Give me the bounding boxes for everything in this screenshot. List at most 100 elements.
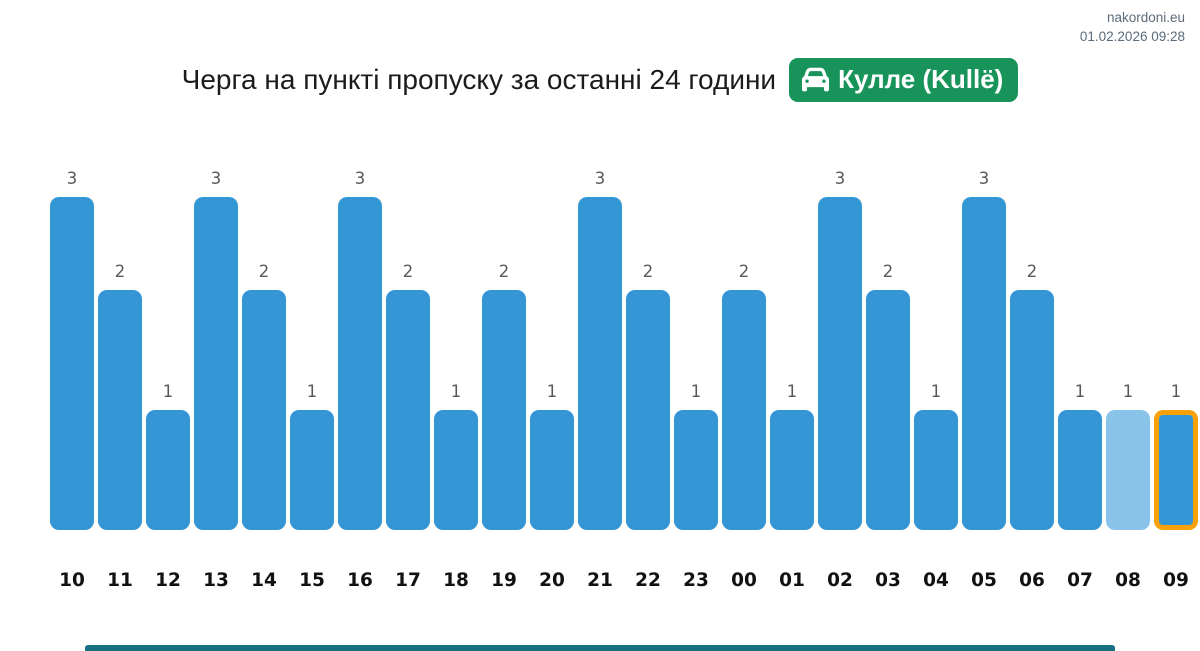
bar-value-label: 3: [210, 169, 222, 188]
chart-title-row: Черга на пункті пропуску за останні 24 г…: [0, 54, 1200, 106]
bar-13[interactable]: [194, 197, 238, 530]
x-axis-label-04: 04: [923, 570, 949, 591]
bar-value-label: 1: [1074, 382, 1086, 401]
bar-slot-17: 2: [384, 170, 432, 530]
bar-12[interactable]: [146, 410, 190, 530]
bar-slot-20: 1: [528, 170, 576, 530]
bar-value-label: 1: [450, 382, 462, 401]
x-axis-labels: 10 11 12 13 14 15 16 17 18 19 20 21 22 23 00 01 02 03 04 05…: [48, 570, 1200, 591]
bar-slot-16: 3: [336, 170, 384, 530]
bar-value-label: 3: [354, 169, 366, 188]
bar-value-label: 3: [66, 169, 78, 188]
x-axis-label-15: 15: [299, 570, 325, 591]
bar-23[interactable]: [674, 410, 718, 530]
bar-21[interactable]: [578, 197, 622, 530]
x-axis-label-20: 20: [539, 570, 565, 591]
checkpoint-badge[interactable]: Кулле (Kullë): [789, 58, 1019, 102]
bar-14[interactable]: [242, 290, 286, 530]
bar-value-label: 3: [594, 169, 606, 188]
bar-value-label: 2: [258, 262, 270, 281]
bar-10[interactable]: [50, 197, 94, 530]
site-info: nakordoni.eu 01.02.2026 09:28: [1080, 8, 1185, 46]
bar-16[interactable]: [338, 197, 382, 530]
x-axis-label-11: 11: [107, 570, 133, 591]
bar-slot-00: 2: [720, 170, 768, 530]
x-axis-label-17: 17: [395, 570, 421, 591]
bar-slot-03: 2: [864, 170, 912, 530]
bar-slot-14: 2: [240, 170, 288, 530]
bar-value-label: 1: [690, 382, 702, 401]
bar-09[interactable]: [1154, 410, 1198, 530]
x-axis-label-09: 09: [1163, 570, 1189, 591]
bar-05[interactable]: [962, 197, 1006, 530]
bar-04[interactable]: [914, 410, 958, 530]
bar-value-label: 2: [402, 262, 414, 281]
bar-slot-18: 1: [432, 170, 480, 530]
car-icon: [802, 66, 830, 93]
bar-03[interactable]: [866, 290, 910, 530]
chart-title: Черга на пункті пропуску за останні 24 г…: [181, 64, 777, 95]
site-name: nakordoni.eu: [1106, 10, 1185, 25]
bar-20[interactable]: [530, 410, 574, 530]
x-axis-label-14: 14: [251, 570, 277, 591]
bar-slot-05: 3: [960, 170, 1008, 530]
bar-17[interactable]: [386, 290, 430, 530]
bar-11[interactable]: [98, 290, 142, 530]
bar-slot-12: 1: [144, 170, 192, 530]
x-axis-label-22: 22: [635, 570, 661, 591]
bar-07[interactable]: [1058, 410, 1102, 530]
x-axis-label-01: 01: [779, 570, 805, 591]
bar-slot-11: 2: [96, 170, 144, 530]
x-axis-label-10: 10: [59, 570, 85, 591]
bar-value-label: 1: [1122, 382, 1134, 401]
bar-value-label: 1: [162, 382, 174, 401]
x-axis-label-00: 00: [731, 570, 757, 591]
bar-19[interactable]: [482, 290, 526, 530]
x-axis-label-18: 18: [443, 570, 469, 591]
bar-value-label: 1: [306, 382, 318, 401]
bar-slot-19: 2: [480, 170, 528, 530]
partially-visible-footer-element: [85, 645, 1115, 651]
bar-value-label: 1: [1170, 382, 1182, 401]
bar-slot-07: 1: [1056, 170, 1104, 530]
bar-value-label: 1: [786, 382, 798, 401]
bar-slot-15: 1: [288, 170, 336, 530]
bar-slot-02: 3: [816, 170, 864, 530]
bar-value-label: 2: [882, 262, 894, 281]
bar-06[interactable]: [1010, 290, 1054, 530]
bar-value-label: 3: [834, 169, 846, 188]
bar-value-label: 2: [1026, 262, 1038, 281]
bar-15[interactable]: [290, 410, 334, 530]
bar-value-label: 1: [546, 382, 558, 401]
bar-slot-21: 3: [576, 170, 624, 530]
bar-01[interactable]: [770, 410, 814, 530]
bar-value-label: 2: [498, 262, 510, 281]
bar-22[interactable]: [626, 290, 670, 530]
bar-00[interactable]: [722, 290, 766, 530]
x-axis-label-03: 03: [875, 570, 901, 591]
bar-slot-10: 3: [48, 170, 96, 530]
x-axis-label-12: 12: [155, 570, 181, 591]
x-axis-label-21: 21: [587, 570, 613, 591]
bar-slot-06: 2: [1008, 170, 1056, 530]
bar-slot-09: 1: [1152, 170, 1200, 530]
x-axis-label-19: 19: [491, 570, 517, 591]
bar-02[interactable]: [818, 197, 862, 530]
bar-slot-04: 1: [912, 170, 960, 530]
report-datetime: 01.02.2026 09:28: [1079, 29, 1185, 44]
bar-slot-23: 1: [672, 170, 720, 530]
bar-slot-01: 1: [768, 170, 816, 530]
bar-18[interactable]: [434, 410, 478, 530]
x-axis-label-23: 23: [683, 570, 709, 591]
bar-value-label: 1: [930, 382, 942, 401]
bar-value-label: 2: [738, 262, 750, 281]
x-axis-label-16: 16: [347, 570, 373, 591]
x-axis-label-05: 05: [971, 570, 997, 591]
x-axis-label-06: 06: [1019, 570, 1045, 591]
bar-value-label: 2: [114, 262, 126, 281]
bar-chart-plot: 3 2 1 3 2 1 3 2 1 2 1 3 2 1 2 1 3 2 1 3 2 1 1 1: [48, 170, 1200, 530]
x-axis-label-08: 08: [1115, 570, 1141, 591]
x-axis-label-02: 02: [827, 570, 853, 591]
bar-08[interactable]: [1106, 410, 1150, 530]
